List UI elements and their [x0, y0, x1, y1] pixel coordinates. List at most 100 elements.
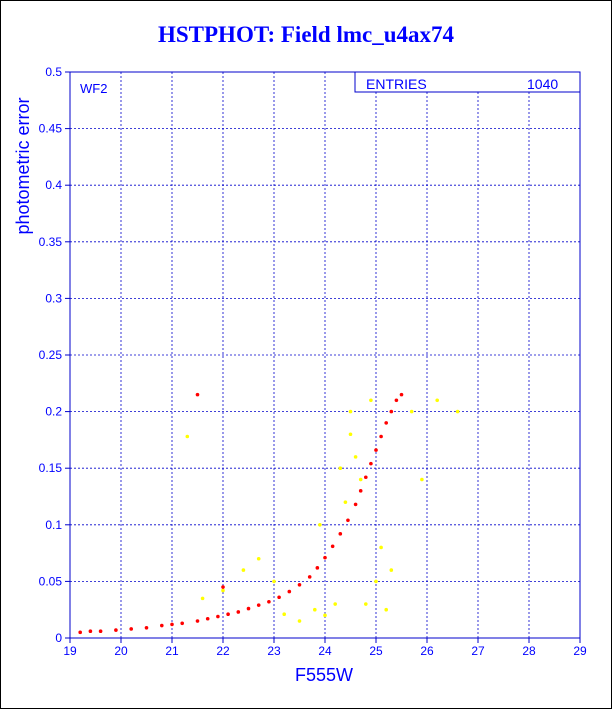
- scatter-point: [287, 589, 292, 594]
- scatter-point: [348, 409, 353, 414]
- grid-lines: [70, 72, 580, 638]
- stats-label: ENTRIES: [366, 76, 427, 92]
- scatter-point: [353, 455, 358, 459]
- x-tick-label: 20: [114, 644, 128, 658]
- scatter-point: [346, 518, 350, 523]
- scatter-point: [144, 626, 149, 630]
- y-axis-label: photometric error: [13, 97, 33, 234]
- scatter-point: [384, 421, 389, 425]
- x-tick-label: 28: [522, 644, 536, 658]
- y-tick-label: 0.25: [39, 348, 63, 362]
- scatter-point: [364, 602, 368, 606]
- scatter-point: [384, 607, 389, 612]
- scatter-point: [160, 623, 164, 628]
- scatter-point: [241, 568, 246, 572]
- y-tick-label: 0.15: [39, 461, 63, 475]
- scatter-point: [114, 628, 118, 632]
- scatter-point: [256, 556, 261, 561]
- x-tick-label: 21: [165, 644, 179, 658]
- y-tick-label: 0.35: [39, 235, 63, 249]
- scatter-point: [409, 409, 414, 414]
- chart-title: HSTPHOT: Field lmc_u4ax74: [157, 22, 455, 47]
- scatter-point: [323, 613, 327, 618]
- scatter-point: [330, 544, 335, 549]
- scatter-point: [389, 409, 394, 414]
- scatter-point: [455, 409, 460, 414]
- scatter-point: [379, 545, 383, 550]
- scatter-point: [216, 614, 220, 619]
- x-axis-label: F555W: [295, 665, 353, 685]
- x-tick-label: 26: [420, 644, 434, 658]
- scatter-point: [180, 621, 184, 626]
- scatter-point: [297, 582, 302, 587]
- stats-value: 1040: [527, 76, 558, 92]
- scatter-point: [333, 602, 338, 606]
- scatter-point: [353, 502, 358, 507]
- scatter-point: [369, 461, 373, 466]
- scatter-point: [277, 595, 281, 600]
- x-tick-label: 25: [369, 644, 383, 658]
- scatter-point: [399, 392, 404, 397]
- y-tick-label: 0.3: [45, 291, 62, 305]
- stats-box: [354, 71, 581, 93]
- scatter-point: [195, 619, 200, 623]
- scatter-point: [170, 622, 174, 627]
- scatter-point: [185, 434, 190, 439]
- scatter-point: [435, 398, 440, 403]
- scatter-point: [307, 575, 312, 579]
- scatter-point: [315, 566, 320, 570]
- scatter-point: [364, 475, 368, 480]
- scatter-point: [323, 555, 327, 560]
- scatter-point: [394, 398, 399, 403]
- scatter-point: [343, 500, 348, 504]
- scatter-point: [221, 585, 225, 589]
- scatter-point: [389, 568, 394, 572]
- scatter-point: [338, 466, 343, 471]
- scatter-point: [313, 607, 317, 612]
- scatter-point: [272, 579, 276, 584]
- scatter-point: [200, 596, 205, 601]
- scatter-point: [256, 603, 261, 607]
- scatter-point: [297, 619, 302, 623]
- y-tick-label: 0.5: [45, 65, 62, 79]
- scatter-point: [78, 630, 82, 635]
- x-tick-label: 22: [216, 644, 230, 658]
- x-tick-label: 27: [471, 644, 485, 658]
- panel-label: WF2: [80, 81, 107, 96]
- scatter-point: [246, 606, 251, 611]
- scatter-point: [88, 629, 93, 634]
- y-tick-label: 0: [55, 631, 62, 645]
- scatter-point: [226, 612, 230, 617]
- scatter-point: [420, 477, 424, 482]
- scatter-point: [338, 532, 343, 536]
- scatter-point: [267, 599, 271, 604]
- scatter-point: [358, 489, 363, 493]
- scatter-point: [374, 579, 378, 584]
- x-tick-label: 19: [63, 644, 77, 658]
- y-tick-label: 0.2: [45, 405, 62, 419]
- scatter-point: [282, 612, 287, 617]
- scatter-point: [221, 588, 225, 593]
- scatter-point: [195, 392, 200, 397]
- scatter-point: [348, 432, 353, 437]
- scatter-point: [205, 616, 210, 621]
- x-axis-ticks: 19 20 21 22 23 24 25 26 27 28 29: [63, 638, 587, 658]
- scatter-point: [236, 610, 241, 614]
- y-axis-ticks: 0 0.05 0.1 0.15 0.2 0.25 0.3 0.35 0.4 0.45 0.5: [39, 65, 70, 645]
- scatter-point: [318, 523, 322, 527]
- scatter-point: [358, 477, 363, 482]
- y-tick-label: 0.4: [45, 178, 62, 192]
- y-tick-label: 0.05: [39, 574, 63, 588]
- scatter-points: [78, 392, 460, 635]
- x-tick-label: 29: [573, 644, 587, 658]
- x-tick-label: 24: [318, 644, 332, 658]
- scatter-point: [98, 629, 103, 634]
- scatter-point: [379, 434, 383, 439]
- scatter-point: [369, 398, 373, 403]
- scatter-point: [374, 448, 378, 452]
- x-tick-label: 23: [267, 644, 281, 658]
- y-tick-label: 0.45: [39, 122, 63, 136]
- y-tick-label: 0.1: [45, 518, 62, 532]
- scatter-point: [129, 627, 133, 631]
